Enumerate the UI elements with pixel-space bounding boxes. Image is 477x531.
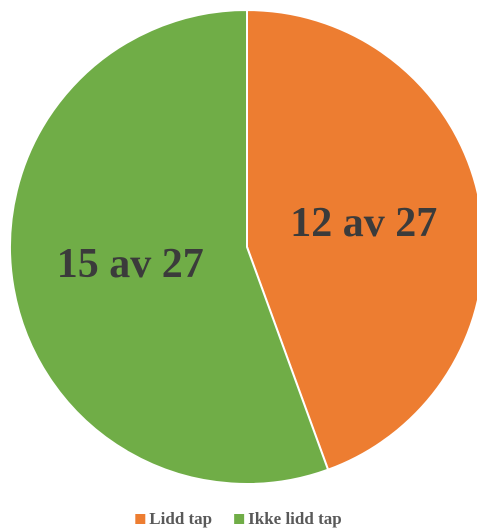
slice-label: 12 av 27 bbox=[290, 200, 437, 246]
slice-label: 15 av 27 bbox=[57, 241, 204, 287]
legend-label: Ikke lidd tap bbox=[248, 509, 342, 528]
legend-label: Lidd tap bbox=[149, 509, 212, 528]
pie-slice bbox=[9, 8, 330, 485]
pie-slice bbox=[246, 8, 477, 471]
legend-swatch bbox=[135, 514, 146, 524]
legend-swatch bbox=[234, 514, 245, 524]
